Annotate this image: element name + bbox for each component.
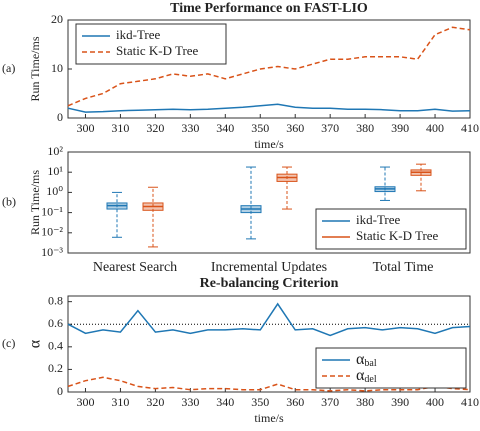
y-tick-label: 0.8 bbox=[48, 293, 63, 307]
x-tick-label: Total Time bbox=[373, 260, 434, 275]
x-tick-label: 350 bbox=[251, 121, 269, 135]
y-tick-label: 0 bbox=[57, 110, 63, 124]
x-tick-label: 390 bbox=[391, 395, 409, 409]
panel-label: (c) bbox=[2, 336, 15, 350]
x-tick-label: 370 bbox=[321, 395, 339, 409]
x-axis-label: time/s bbox=[254, 137, 284, 151]
legend-label: ikd-Tree bbox=[116, 27, 161, 42]
series-line bbox=[67, 376, 471, 392]
x-tick-label: 300 bbox=[76, 395, 94, 409]
y-tick-label: 0 bbox=[57, 384, 63, 398]
y-tick-label: 10⁻¹ bbox=[41, 204, 63, 218]
x-tick-label: 320 bbox=[146, 395, 164, 409]
plot-frame bbox=[67, 151, 471, 254]
x-tick-label: 350 bbox=[251, 395, 269, 409]
x-tick-label: 380 bbox=[356, 121, 374, 135]
y-axis-label: Run Time/ms bbox=[28, 170, 42, 235]
x-tick-label: 390 bbox=[391, 121, 409, 135]
legend-label: αbal bbox=[356, 351, 377, 370]
x-tick-label: Nearest Search bbox=[93, 260, 177, 275]
x-tick-label: 310 bbox=[111, 121, 129, 135]
x-tick-label: Incremental Updates bbox=[211, 260, 327, 275]
x-tick-label: 370 bbox=[321, 121, 339, 135]
x-tick-label: 410 bbox=[461, 121, 479, 135]
y-tick-label: 10 bbox=[51, 61, 63, 75]
chart-title: Re-balancing Criterion bbox=[200, 276, 339, 291]
legend-label: ikd-Tree bbox=[356, 212, 401, 227]
y-tick-label: 10⁻² bbox=[41, 225, 63, 239]
series-line bbox=[67, 302, 471, 337]
x-tick-label: 340 bbox=[216, 121, 234, 135]
y-axis-label: α bbox=[27, 339, 44, 348]
legend-box bbox=[315, 208, 467, 250]
series-line bbox=[67, 26, 471, 107]
plot-frame bbox=[67, 295, 471, 393]
legend-label: Static K-D Tree bbox=[356, 228, 439, 243]
y-tick-label: 0.6 bbox=[48, 316, 63, 330]
y-tick-label: 0.4 bbox=[48, 339, 63, 353]
legend-label: Static K-D Tree bbox=[116, 43, 199, 58]
y-tick-label: 10⁻³ bbox=[41, 245, 63, 259]
x-tick-label: 320 bbox=[146, 121, 164, 135]
y-tick-label: 10⁰ bbox=[46, 184, 63, 198]
x-tick-label: 310 bbox=[111, 395, 129, 409]
x-tick-label: 400 bbox=[426, 395, 444, 409]
x-tick-label: 360 bbox=[286, 121, 304, 135]
panel-label: (a) bbox=[2, 61, 15, 75]
x-tick-label: 330 bbox=[181, 395, 199, 409]
legend-box bbox=[75, 23, 227, 65]
x-axis-label: time/s bbox=[254, 411, 284, 425]
x-tick-label: 380 bbox=[356, 395, 374, 409]
y-tick-label: 20 bbox=[51, 12, 63, 26]
x-tick-label: 300 bbox=[76, 121, 94, 135]
y-tick-label: 10² bbox=[47, 144, 63, 158]
series-line bbox=[67, 103, 471, 113]
y-tick-label: 0.2 bbox=[48, 361, 63, 375]
chart-title: Time Performance on FAST-LIO bbox=[170, 1, 368, 16]
legend-label: αdel bbox=[356, 367, 377, 386]
x-tick-label: 340 bbox=[216, 395, 234, 409]
x-tick-label: 360 bbox=[286, 395, 304, 409]
panel-label: (b) bbox=[2, 194, 16, 208]
x-tick-label: 330 bbox=[181, 121, 199, 135]
y-tick-label: 10¹ bbox=[47, 164, 63, 178]
x-tick-label: 400 bbox=[426, 121, 444, 135]
y-axis-label: Run Time/ms bbox=[28, 36, 42, 101]
x-tick-label: 410 bbox=[461, 395, 479, 409]
legend-box bbox=[315, 347, 467, 389]
